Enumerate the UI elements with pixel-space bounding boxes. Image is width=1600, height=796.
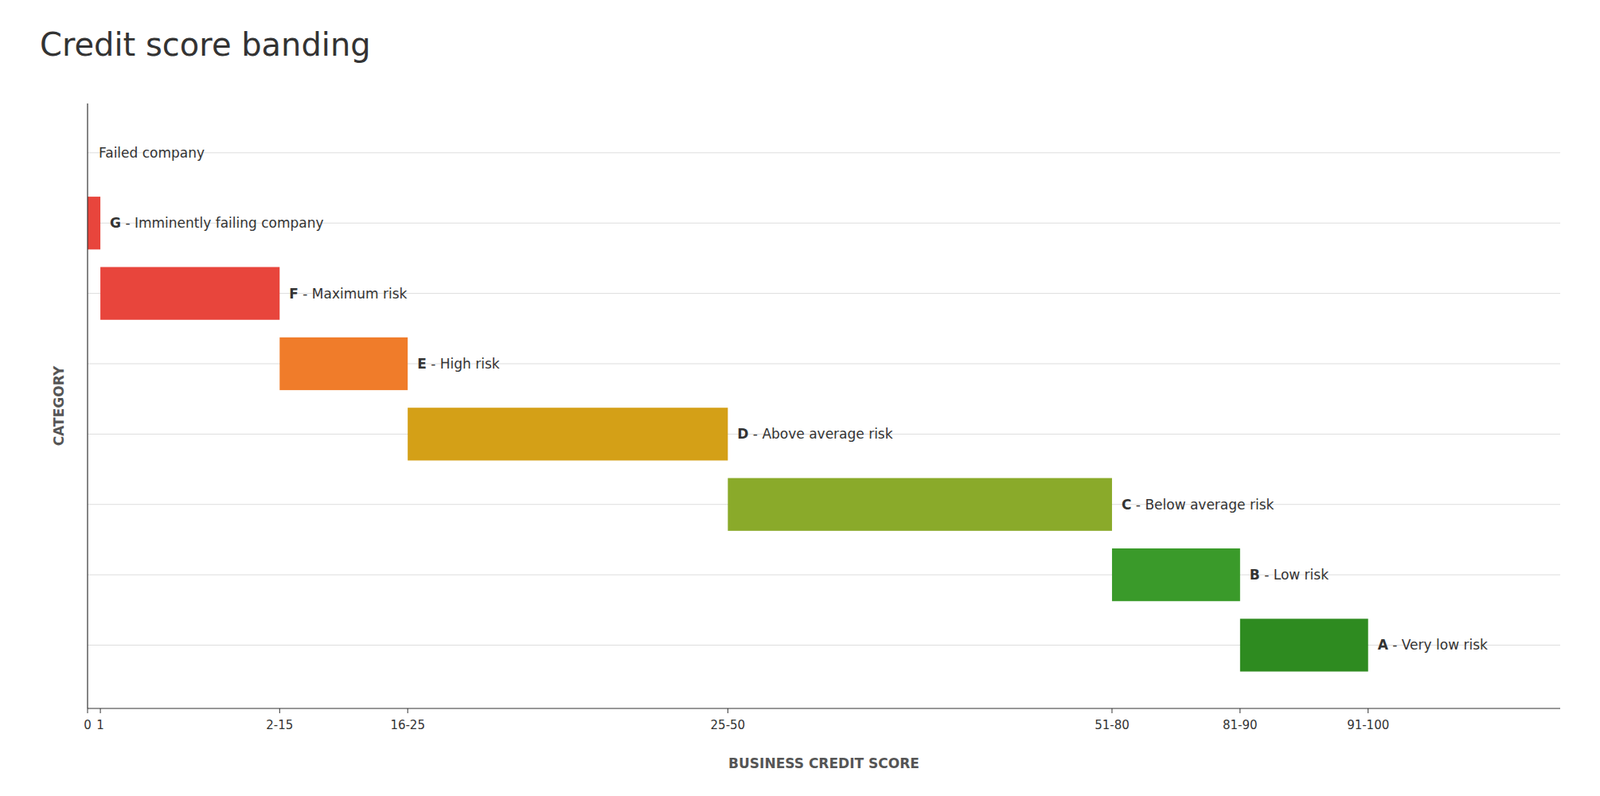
category-letter: F [288, 285, 299, 302]
title: Credit score banding [39, 26, 371, 63]
x-axis-line [87, 707, 1561, 709]
category-desc: - Below average risk [1131, 496, 1274, 513]
category-desc: - High risk [426, 355, 500, 372]
category-desc: - Very low risk [1388, 636, 1488, 653]
bar [1240, 618, 1369, 672]
category-letter: A [1377, 636, 1390, 653]
bar [1112, 548, 1241, 601]
x-tick [1111, 708, 1113, 714]
x-tick-label: 0 [83, 718, 92, 733]
category-label: G - Imminently failing company [109, 214, 324, 231]
y-axis-label: CATEGORY [50, 365, 67, 446]
category-desc: - Maximum risk [298, 285, 408, 302]
x-tick-label: 16-25 [390, 718, 426, 733]
x-tick [100, 708, 102, 714]
bar [727, 478, 1113, 531]
category-desc: - Above average risk [748, 425, 893, 442]
x-tick-label: 91-100 [1346, 718, 1390, 733]
category-letter: D [737, 425, 749, 442]
x-tick-label: 2-15 [265, 718, 293, 733]
grid-line [87, 574, 1561, 576]
category-letter: E [417, 355, 427, 372]
x-tick-label: 51-80 [1094, 718, 1130, 733]
category-label: A - Very low risk [1377, 636, 1488, 653]
category-label: B - Low risk [1249, 566, 1329, 583]
bar [407, 407, 728, 461]
grid-line [87, 152, 1561, 153]
category-letter: B [1249, 566, 1261, 583]
category-label: D - Above average risk [737, 425, 893, 442]
bar [100, 266, 280, 320]
category-letter: G [109, 214, 121, 231]
x-tick [727, 708, 729, 714]
category-label: F - Maximum risk [288, 285, 407, 302]
bar [279, 337, 408, 391]
x-tick-label: 1 [96, 718, 105, 733]
bars [87, 196, 1369, 672]
category-desc: - Low risk [1260, 566, 1329, 583]
x-axis-label: BUSINESS CREDIT SCORE [728, 755, 920, 772]
bar [87, 196, 101, 250]
x-tick [1367, 708, 1369, 714]
x-tick [407, 708, 409, 714]
category-label: E - High risk [417, 355, 500, 372]
chart: Credit score banding G - Imminently faili… [0, 0, 1600, 796]
category-desc: - Imminently failing company [120, 214, 324, 231]
x-tick-label: 25-50 [710, 718, 746, 733]
category-letter: C [1121, 496, 1132, 513]
annotation: Failed company [98, 144, 205, 161]
x-tick [87, 708, 89, 714]
labels: G - Imminently failing company F - Maximu… [109, 214, 1488, 653]
x-tick-label: 81-90 [1222, 718, 1258, 733]
x-tick [279, 708, 281, 714]
y-axis-line [86, 103, 88, 709]
x-tick [1239, 708, 1241, 714]
category-label: C - Below average risk [1121, 496, 1275, 513]
